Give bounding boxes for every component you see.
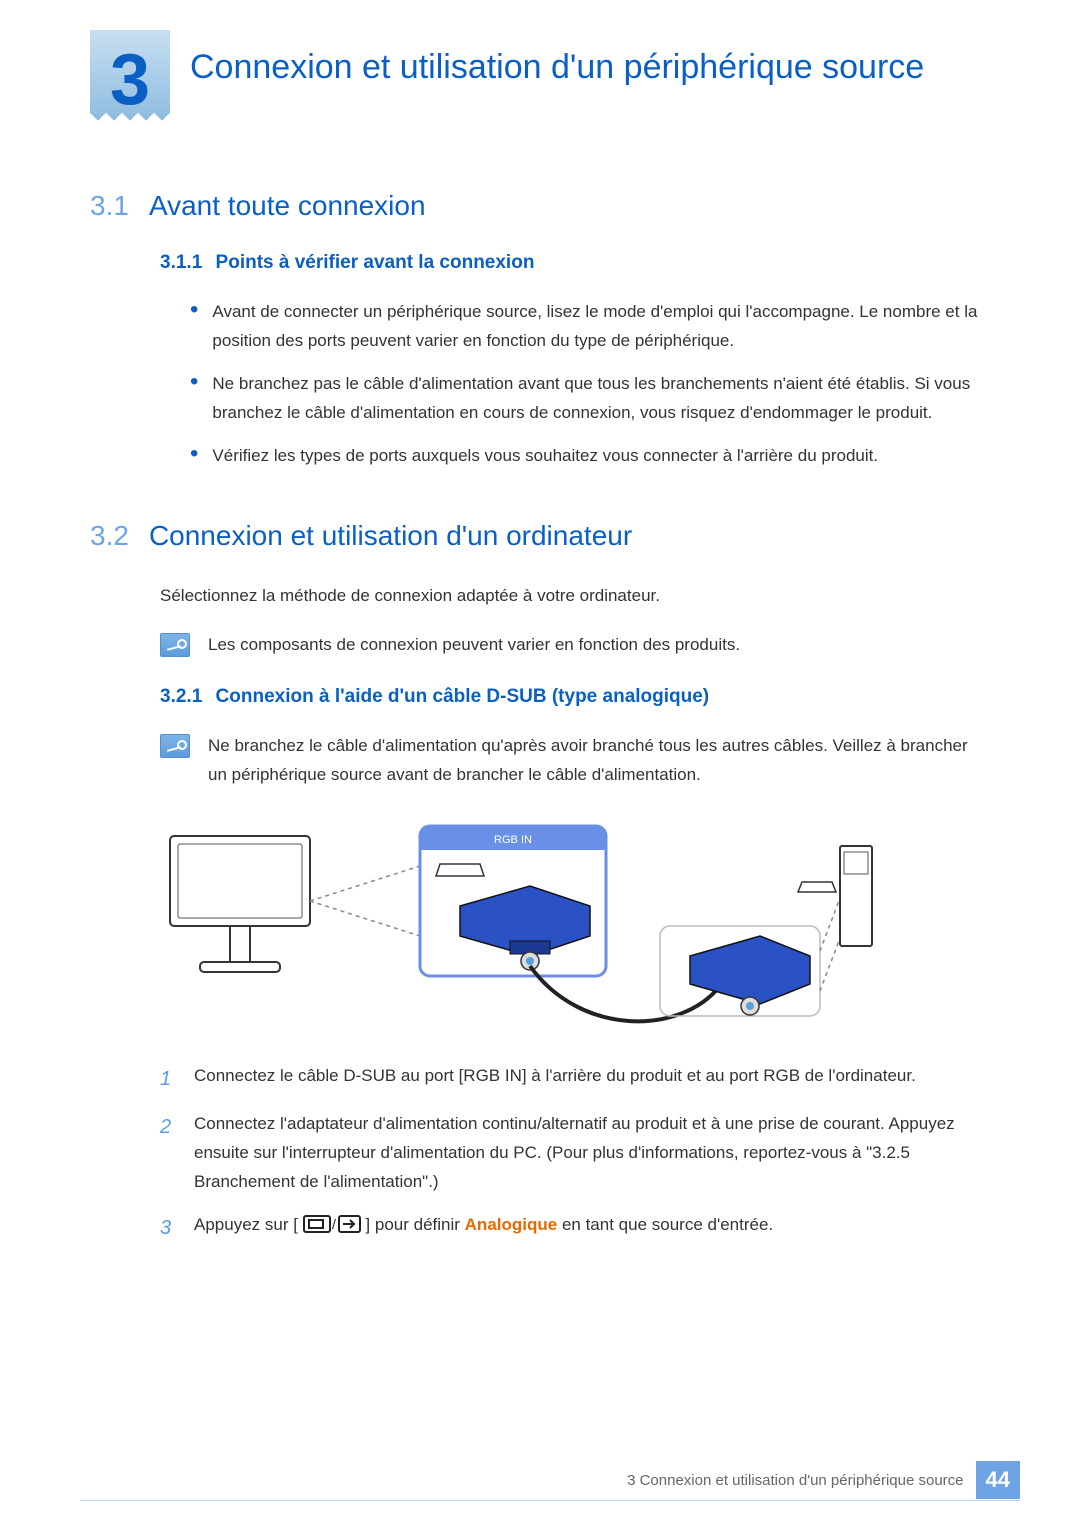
intro-text: Sélectionnez la méthode de connexion ada… (160, 582, 990, 611)
bullet-item: • Avant de connecter un périphérique sou… (190, 298, 990, 356)
subsection-title: Connexion à l'aide d'un câble D-SUB (typ… (216, 686, 710, 707)
chapter-header: 3 Connexion et utilisation d'un périphér… (90, 30, 990, 130)
bullet-item: • Vérifiez les types de ports auxquels v… (190, 442, 990, 471)
section-3-1-heading: 3.1 Avant toute connexion (90, 190, 990, 222)
step-text: Appuyez sur [ / ] pour définir Analogiqu… (194, 1211, 773, 1245)
bullet-dot-icon: • (190, 442, 198, 471)
note-row: Les composants de connexion peuvent vari… (160, 631, 990, 660)
note-icon (160, 734, 190, 758)
source-button-icon: / (303, 1211, 361, 1240)
step-1: 1 Connectez le câble D-SUB au port [RGB … (160, 1062, 990, 1096)
highlight-analogique: Analogique (465, 1215, 558, 1234)
chapter-title: Connexion et utilisation d'un périphériq… (190, 30, 924, 89)
section-title: Avant toute connexion (149, 190, 426, 222)
bullet-dot-icon: • (190, 298, 198, 356)
page-number: 44 (976, 1461, 1020, 1499)
note-text: Ne branchez le câble d'alimentation qu'a… (208, 732, 990, 790)
note-row: Ne branchez le câble d'alimentation qu'a… (160, 732, 990, 790)
section-title: Connexion et utilisation d'un ordinateur (149, 520, 632, 552)
bullet-text: Avant de connecter un périphérique sourc… (212, 298, 990, 356)
subsection-3-2-1-heading: 3.2.1 Connexion à l'aide d'un câble D-SU… (160, 686, 990, 708)
step-2: 2 Connectez l'adaptateur d'alimentation … (160, 1110, 990, 1197)
footer-divider (80, 1500, 1020, 1501)
section-3-2-heading: 3.2 Connexion et utilisation d'un ordina… (90, 520, 990, 552)
connection-diagram: RGB IN (160, 816, 990, 1036)
subsection-number: 3.2.1 (160, 686, 202, 707)
step-number: 2 (160, 1110, 176, 1197)
section-number: 3.2 (90, 520, 129, 552)
step-3: 3 Appuyez sur [ / ] pour définir Analogi… (160, 1211, 990, 1245)
step-text: Connectez l'adaptateur d'alimentation co… (194, 1110, 990, 1197)
rgb-in-label: RGB IN (494, 834, 532, 846)
bullet-item: • Ne branchez pas le câble d'alimentatio… (190, 370, 990, 428)
subsection-3-1-1-heading: 3.1.1 Points à vérifier avant la connexi… (160, 252, 990, 274)
chapter-badge: 3 (90, 30, 170, 130)
footer-text: 3 Connexion et utilisation d'un périphér… (627, 1472, 963, 1489)
page-footer: 3 Connexion et utilisation d'un périphér… (627, 1461, 1020, 1499)
chapter-number: 3 (110, 39, 150, 121)
step-number: 1 (160, 1062, 176, 1096)
subsection-title: Points à vérifier avant la connexion (216, 252, 535, 273)
step-text: Connectez le câble D-SUB au port [RGB IN… (194, 1062, 916, 1096)
subsection-number: 3.1.1 (160, 252, 202, 273)
bullet-text: Ne branchez pas le câble d'alimentation … (212, 370, 990, 428)
step-number: 3 (160, 1211, 176, 1245)
bullet-text: Vérifiez les types de ports auxquels vou… (212, 442, 878, 471)
numbered-steps: 1 Connectez le câble D-SUB au port [RGB … (160, 1062, 990, 1245)
note-text: Les composants de connexion peuvent vari… (208, 631, 740, 660)
bullet-list-3-1-1: • Avant de connecter un périphérique sou… (190, 298, 990, 470)
note-icon (160, 633, 190, 657)
svg-text:/: / (332, 1216, 336, 1232)
section-number: 3.1 (90, 190, 129, 222)
bullet-dot-icon: • (190, 370, 198, 428)
